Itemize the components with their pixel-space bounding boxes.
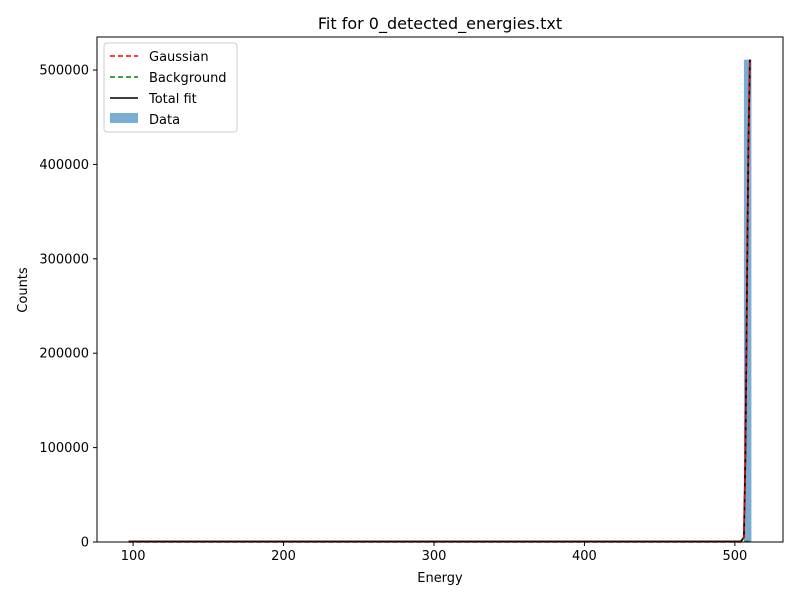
x-tick-label: 500 (722, 549, 747, 564)
legend-data-label: Data (149, 113, 180, 128)
x-tick-label: 400 (572, 549, 597, 564)
chart-title: Fit for 0_detected_energies.txt (318, 14, 562, 34)
legend: Gaussian Background Total fit Data (103, 42, 238, 133)
y-tick-label: 200000 (39, 347, 89, 362)
legend-total-fit-label: Total fit (148, 92, 197, 107)
legend-background-label: Background (149, 71, 227, 86)
y-axis-ticks: 0 100000 200000 300000 400000 500000 (39, 64, 97, 551)
x-tick-label: 300 (422, 549, 447, 564)
x-tick-label: 100 (121, 549, 146, 564)
y-tick-label: 0 (81, 536, 89, 551)
x-axis-label: Energy (417, 571, 463, 586)
y-tick-label: 400000 (39, 158, 89, 173)
axes-frame (96, 36, 784, 543)
y-tick-label: 300000 (39, 252, 89, 267)
y-tick-label: 100000 (39, 441, 89, 456)
legend-frame (103, 42, 238, 133)
y-axis-label: Counts (16, 267, 31, 313)
y-tick-label: 500000 (39, 64, 89, 79)
legend-gaussian-label: Gaussian (149, 50, 209, 65)
x-axis-ticks: 100 200 300 400 500 (121, 542, 747, 564)
x-tick-label: 200 (271, 549, 296, 564)
legend-data-swatch (110, 113, 138, 123)
